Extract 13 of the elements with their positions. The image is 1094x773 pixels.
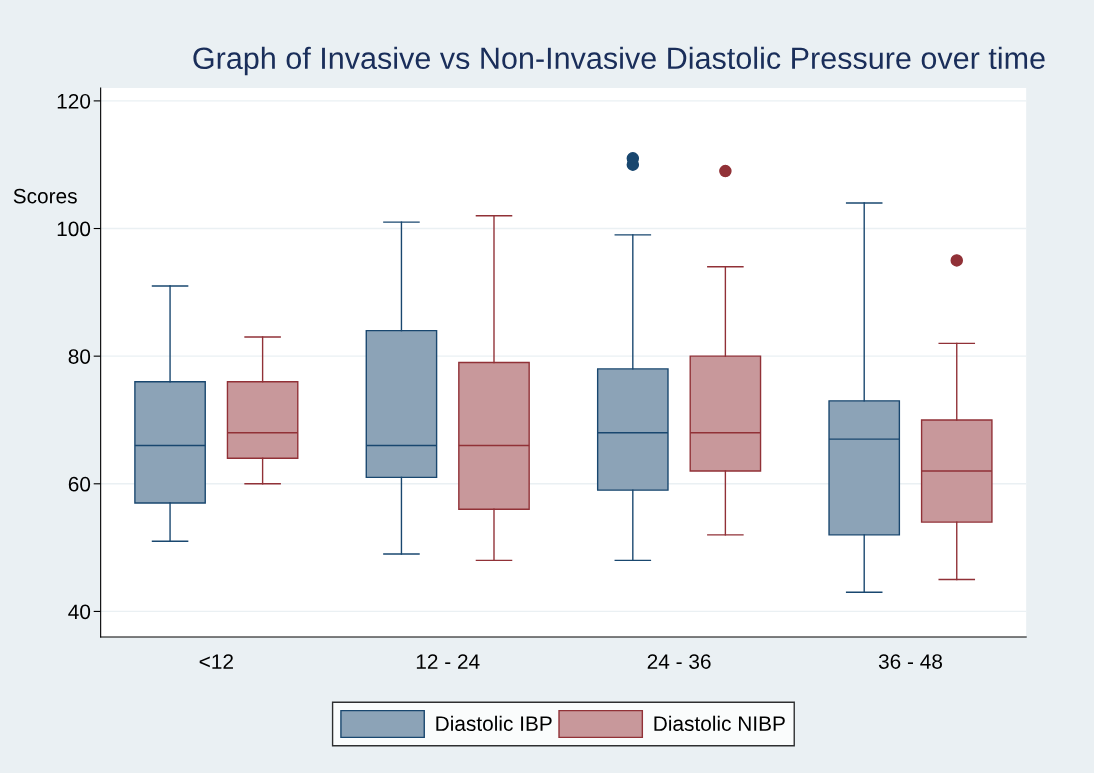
y-tick-label: 120 [57,93,91,109]
legend-label: Diastolic NIBP [654,715,785,731]
x-tick-label: 36 - 48 [878,654,943,669]
x-tick-label: 12 - 24 [416,654,480,669]
y-tick-label: 60 [68,476,91,492]
y-axis-title: Scores [13,188,77,204]
x-tick-label: <12 [199,654,233,669]
y-tick-label: 80 [68,349,91,364]
legend-label: Diastolic IBP [436,715,552,731]
y-tick-label: 40 [68,604,91,620]
y-tick-label: 100 [57,221,91,237]
chart-title: Graph of Invasive vs Non-Invasive Diastolic Pressure over time [193,46,1045,76]
x-tick-label: 24 - 36 [647,654,711,669]
